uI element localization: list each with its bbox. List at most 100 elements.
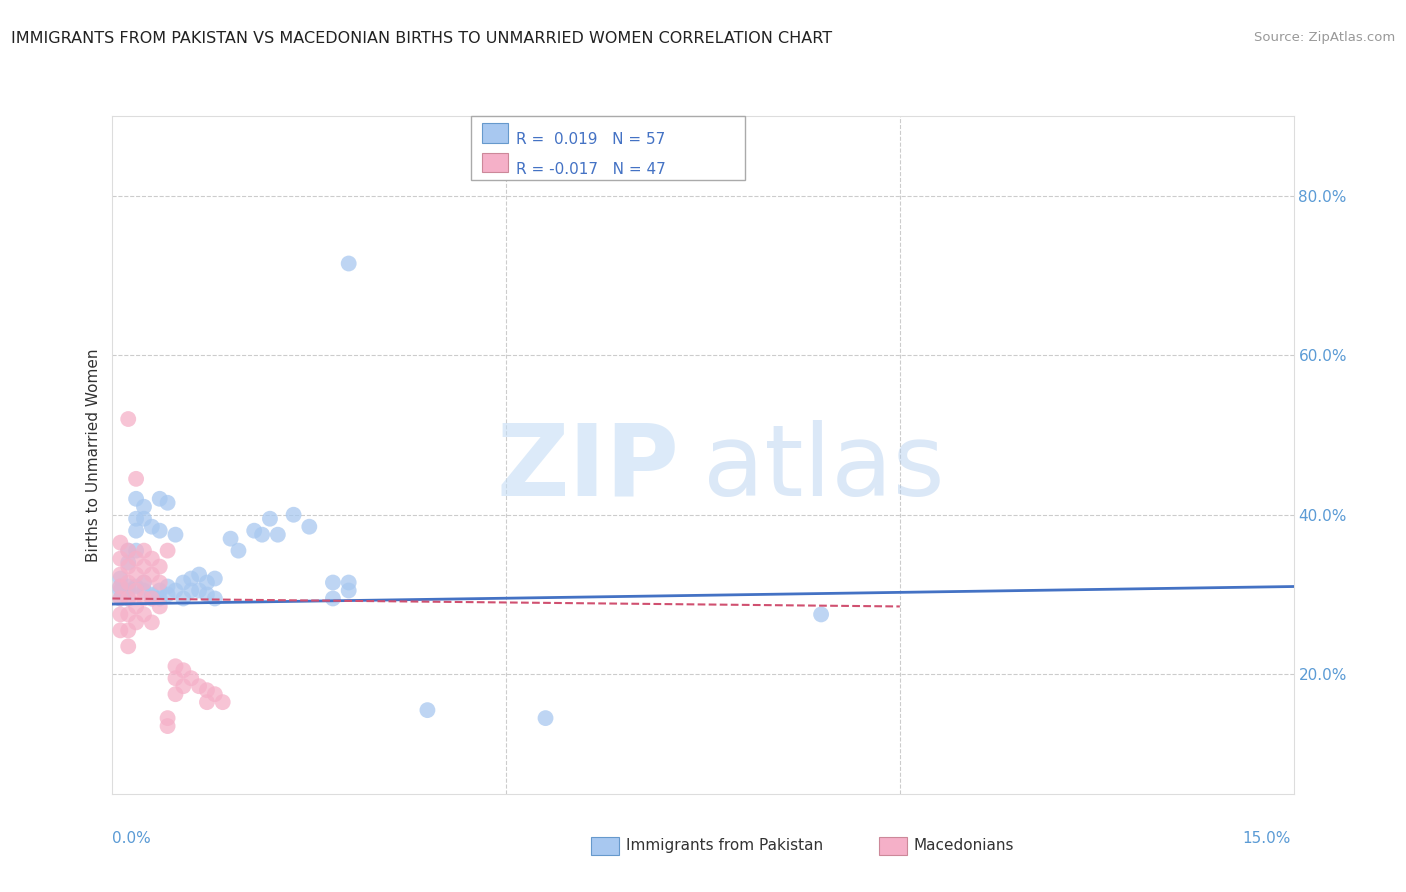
Point [125, 583, 148, 598]
Text: Macedonians: Macedonians [914, 838, 1014, 853]
Point [141, 587, 163, 601]
Point [149, 559, 172, 574]
Point [117, 624, 139, 638]
Point [172, 663, 194, 677]
Point [132, 607, 155, 622]
Point [204, 591, 226, 606]
Point [180, 583, 202, 598]
Point [110, 624, 132, 638]
Point [110, 591, 132, 606]
Text: ZIP: ZIP [496, 420, 679, 517]
Point [322, 575, 344, 590]
Point [156, 496, 179, 510]
Point [188, 583, 211, 598]
Point [132, 583, 155, 598]
Point [117, 556, 139, 570]
Point [117, 559, 139, 574]
Point [132, 512, 155, 526]
Point [228, 543, 250, 558]
Point [125, 472, 148, 486]
Point [165, 659, 187, 673]
Point [195, 587, 218, 601]
Y-axis label: Births to Unmarried Women: Births to Unmarried Women [86, 348, 101, 562]
Point [132, 559, 155, 574]
Point [110, 580, 132, 594]
Point [337, 256, 360, 270]
Point [165, 583, 187, 598]
Point [110, 591, 132, 606]
Point [125, 599, 148, 614]
Point [156, 719, 179, 733]
Point [156, 543, 179, 558]
Point [110, 572, 132, 586]
Point [204, 687, 226, 701]
Point [416, 703, 439, 717]
Point [110, 551, 132, 566]
Point [117, 580, 139, 594]
Point [117, 543, 139, 558]
Text: R =  0.019   N = 57: R = 0.019 N = 57 [516, 132, 665, 147]
Point [117, 412, 139, 426]
Point [149, 599, 172, 614]
Text: 0.0%: 0.0% [112, 831, 152, 847]
Point [110, 607, 132, 622]
Text: Immigrants from Pakistan: Immigrants from Pakistan [626, 838, 823, 853]
Point [195, 575, 218, 590]
Point [156, 587, 179, 601]
Point [810, 607, 832, 622]
Text: IMMIGRANTS FROM PAKISTAN VS MACEDONIAN BIRTHS TO UNMARRIED WOMEN CORRELATION CHA: IMMIGRANTS FROM PAKISTAN VS MACEDONIAN B… [11, 31, 832, 46]
Point [141, 615, 163, 630]
Point [132, 500, 155, 514]
Point [250, 527, 273, 541]
Point [117, 591, 139, 606]
Point [219, 532, 242, 546]
Point [141, 591, 163, 606]
Point [132, 543, 155, 558]
Point [125, 543, 148, 558]
Point [172, 679, 194, 693]
Point [110, 583, 132, 598]
Point [243, 524, 266, 538]
Point [110, 535, 132, 549]
Point [149, 524, 172, 538]
Point [172, 591, 194, 606]
Point [180, 572, 202, 586]
Point [117, 591, 139, 606]
Point [534, 711, 557, 725]
Point [132, 575, 155, 590]
Point [125, 615, 148, 630]
Point [117, 575, 139, 590]
Point [141, 551, 163, 566]
Point [195, 695, 218, 709]
Point [149, 583, 172, 598]
Point [125, 567, 148, 582]
Point [141, 519, 163, 533]
Point [117, 543, 139, 558]
Point [188, 567, 211, 582]
Text: atlas: atlas [703, 420, 945, 517]
Point [125, 491, 148, 506]
Point [322, 591, 344, 606]
Point [125, 551, 148, 566]
Text: Source: ZipAtlas.com: Source: ZipAtlas.com [1254, 31, 1395, 45]
Point [117, 640, 139, 654]
Point [156, 580, 179, 594]
Text: 15.0%: 15.0% [1243, 831, 1291, 847]
Point [110, 567, 132, 582]
Point [165, 671, 187, 685]
Point [117, 607, 139, 622]
Point [165, 687, 187, 701]
Point [132, 575, 155, 590]
Text: R = -0.017   N = 47: R = -0.017 N = 47 [516, 162, 666, 178]
Point [156, 711, 179, 725]
Point [141, 567, 163, 582]
Point [172, 575, 194, 590]
Point [165, 527, 187, 541]
Point [211, 695, 233, 709]
Point [117, 583, 139, 598]
Point [180, 671, 202, 685]
Point [337, 575, 360, 590]
Point [337, 583, 360, 598]
Point [141, 591, 163, 606]
Point [298, 519, 321, 533]
